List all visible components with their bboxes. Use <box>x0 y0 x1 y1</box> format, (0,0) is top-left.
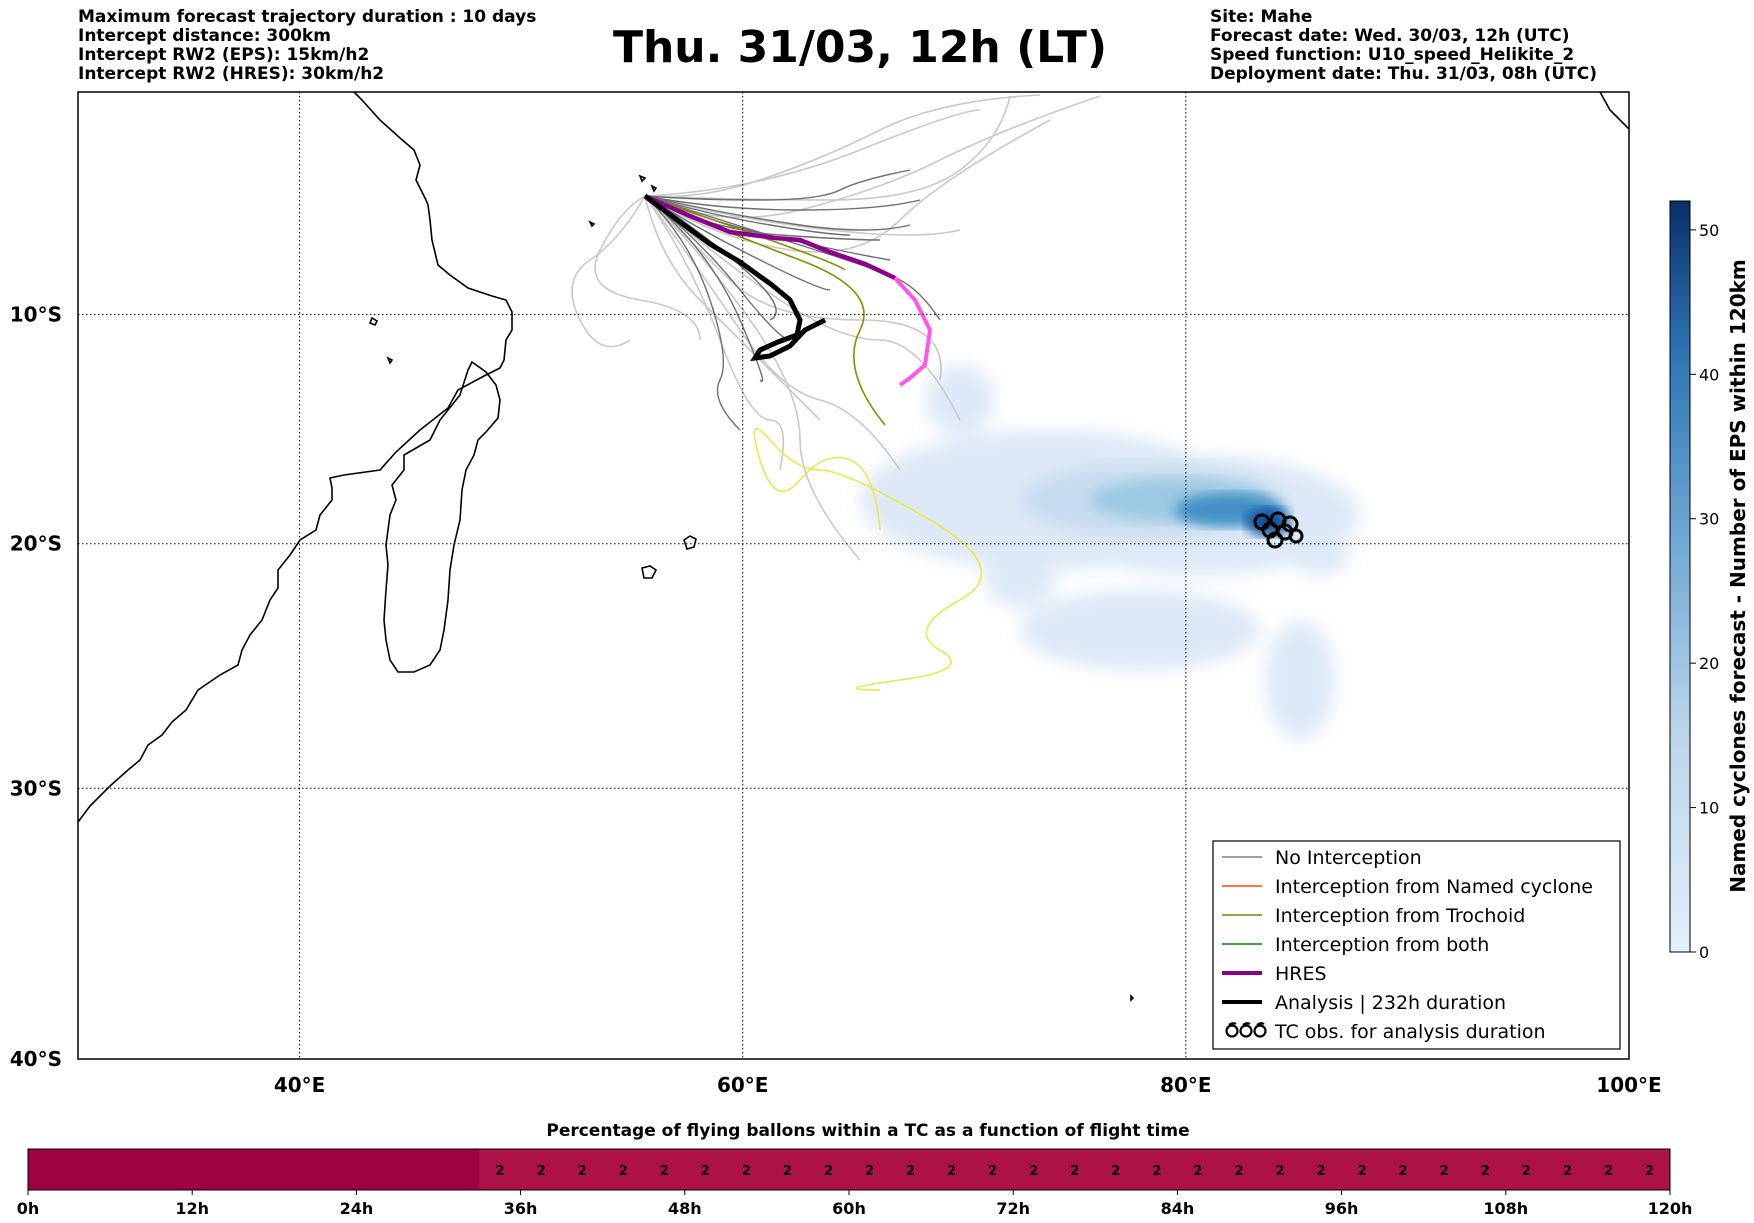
longitude-label: 80°E <box>1160 1073 1212 1097</box>
param-duration: Maximum forecast trajectory duration : 1… <box>78 7 537 27</box>
tc-observations <box>1253 511 1304 549</box>
speed-function: Speed function: U10_speed_Helikite_2 <box>1210 45 1575 65</box>
cyclone-icon <box>1225 1022 1267 1038</box>
strip-cell-value: 2 <box>1111 1164 1120 1179</box>
map-gridlines <box>78 92 1629 1059</box>
param-intercept-eps: Intercept RW2 (EPS): 15km/h2 <box>78 45 370 65</box>
strip-cell-value: 2 <box>660 1164 669 1179</box>
strip-cell-value: 2 <box>1152 1164 1161 1179</box>
map-axis-labels: 40°E 60°E 80°E 100°E 10°S 20°S 30°S 40°S <box>10 302 1662 1097</box>
madagascar-coastline <box>383 360 501 673</box>
comoros-islands <box>368 316 394 365</box>
saint-paul-island <box>1130 994 1135 1002</box>
strip-tick-label: 72h <box>996 1199 1030 1218</box>
strip-cell-value: 2 <box>1440 1164 1449 1179</box>
legend-box <box>1212 840 1621 1050</box>
strip-cell-value: 2 <box>1317 1164 1326 1179</box>
density-colorbar: 0 10 20 30 40 50 Named cyclones forecast - Nu… <box>1669 200 1750 962</box>
strip-cell-value: 2 <box>947 1164 956 1179</box>
strip-cell-value: 2 <box>619 1164 628 1179</box>
strip-cell-value: 2 <box>1358 1164 1367 1179</box>
strip-cell-value: 2 <box>1522 1164 1531 1179</box>
site-info: Site: Mahe Forecast date: Wed. 30/03, 12… <box>1210 8 1597 84</box>
colorbar-label: Named cyclones forecast - Number of EPS … <box>1726 259 1750 893</box>
strip-cell-value: 2 <box>537 1164 546 1179</box>
colorbar-tick-label: 50 <box>1699 221 1719 240</box>
forecast-date: Forecast date: Wed. 30/03, 12h (UTC) <box>1210 26 1570 46</box>
strip-cell-value: 2 <box>701 1164 710 1179</box>
australia-coast-fragment <box>1599 92 1629 131</box>
legend-item-label: Interception from Trochoid <box>1275 905 1525 927</box>
latitude-label: 10°S <box>10 302 62 326</box>
strip-cell-value: 2 <box>578 1164 587 1179</box>
africa-coastline <box>78 92 513 823</box>
legend-item-label: Interception from Named cyclone <box>1275 876 1593 898</box>
strip-tick-label: 120h <box>1648 1199 1693 1218</box>
seychelles-islands <box>588 174 658 228</box>
strip-tick-label: 36h <box>504 1199 538 1218</box>
map-legend: No Interception Interception from Named c… <box>1212 840 1621 1050</box>
latitude-label: 30°S <box>10 776 62 800</box>
colorbar-tick-label: 10 <box>1699 799 1719 818</box>
longitude-label: 60°E <box>717 1073 769 1097</box>
colorbar-tick-label: 0 <box>1699 943 1709 962</box>
forecast-parameters: Maximum forecast trajectory duration : 1… <box>78 8 536 84</box>
analysis-track <box>643 193 827 362</box>
strip-tick-label: 48h <box>668 1199 702 1218</box>
colorbar-ramp <box>1669 200 1691 953</box>
hres-track <box>644 193 896 281</box>
strip-cell-value: 2 <box>824 1164 833 1179</box>
strip-empty-segment <box>28 1149 480 1190</box>
strip-title: Percentage of flying ballons within a TC… <box>546 1121 1189 1141</box>
strip-cell-value: 2 <box>1481 1164 1490 1179</box>
strip-tick-label: 60h <box>832 1199 866 1218</box>
strip-cell-value: 2 <box>865 1164 874 1179</box>
legend-item-label: Analysis | 232h duration <box>1275 992 1506 1014</box>
strip-cell-value: 2 <box>1399 1164 1408 1179</box>
strip-cell-value: 2 <box>496 1164 505 1179</box>
strip-cell-value: 2 <box>1276 1164 1285 1179</box>
strip-cell-value: 2 <box>1645 1164 1654 1179</box>
strip-cell-value: 2 <box>988 1164 997 1179</box>
latitude-label: 20°S <box>10 532 62 556</box>
legend-item-label: TC obs. for analysis duration <box>1274 1021 1546 1043</box>
legend-item-label: Interception from both <box>1275 934 1489 956</box>
latitude-label: 40°S <box>10 1047 62 1071</box>
param-intercept-distance: Intercept distance: 300km <box>78 26 331 46</box>
coastlines <box>78 92 1629 1002</box>
strip-cell-value: 2 <box>1070 1164 1079 1179</box>
longitude-label: 100°E <box>1596 1073 1661 1097</box>
strip-cell-value: 2 <box>783 1164 792 1179</box>
param-intercept-hres: Intercept RW2 (HRES): 30km/h2 <box>78 64 385 84</box>
strip-tick-label: 96h <box>1325 1199 1359 1218</box>
longitude-label: 40°E <box>274 1073 326 1097</box>
yellow-trajectory <box>753 428 983 691</box>
colorbar-tick-label: 20 <box>1699 654 1719 673</box>
tc-percentage-strip: Percentage of flying ballons within a TC… <box>17 1121 1693 1218</box>
colorbar-tick-label: 40 <box>1699 365 1719 384</box>
strip-tick-label: 84h <box>1161 1199 1195 1218</box>
strip-cell-value: 2 <box>1234 1164 1243 1179</box>
strip-tick-label: 12h <box>175 1199 209 1218</box>
map-title: Thu. 31/03, 12h (LT) <box>612 22 1108 73</box>
legend-item-label: HRES <box>1275 963 1327 985</box>
strip-cell-value: 2 <box>1563 1164 1572 1179</box>
site-name: Site: Mahe <box>1210 7 1313 27</box>
strip-cell-value: 2 <box>1604 1164 1613 1179</box>
strip-tick-label: 24h <box>340 1199 374 1218</box>
cyclone-density-field <box>860 365 1360 740</box>
hres-track-continuation <box>893 276 933 387</box>
legend-item-label: No Interception <box>1275 847 1422 869</box>
colorbar-tick-label: 30 <box>1699 510 1719 529</box>
strip-filled-segment <box>479 1149 1670 1190</box>
strip-cell-value: 2 <box>742 1164 751 1179</box>
strip-cell-value: 2 <box>1193 1164 1202 1179</box>
strip-tick-label: 108h <box>1483 1199 1528 1218</box>
strip-cell-value: 2 <box>906 1164 915 1179</box>
mascarene-islands <box>641 535 697 579</box>
strip-cell-value: 2 <box>1029 1164 1038 1179</box>
deployment-date: Deployment date: Thu. 31/03, 08h (UTC) <box>1210 64 1597 84</box>
strip-tick-label: 0h <box>17 1199 40 1218</box>
